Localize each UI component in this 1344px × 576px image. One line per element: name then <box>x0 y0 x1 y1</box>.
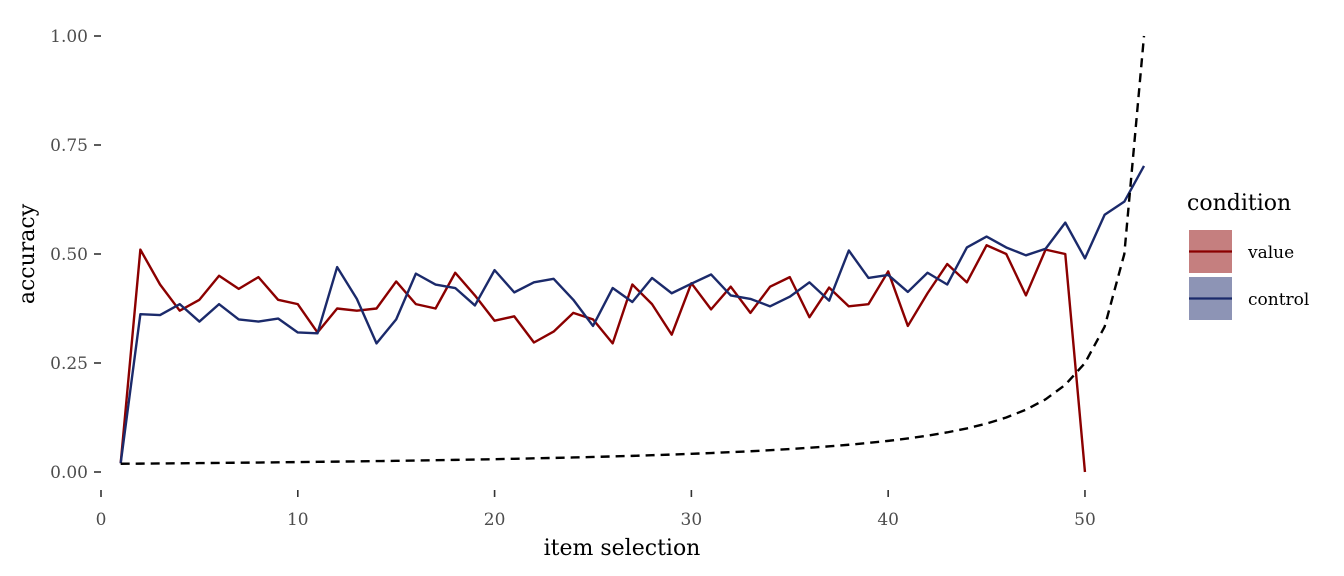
y-axis: 0.00 0.25 0.50 0.75 1.00 <box>50 27 101 483</box>
legend-label-control: control <box>1248 290 1309 310</box>
legend-entry-value: value <box>1189 230 1294 273</box>
reference-dashed-line <box>120 35 1146 465</box>
y-tick-label: 0.00 <box>50 463 88 483</box>
series-line-control <box>119 165 1146 464</box>
legend-entry-control: control <box>1189 277 1309 320</box>
x-tick-label: 10 <box>287 510 309 530</box>
x-tick-label: 50 <box>1074 510 1096 530</box>
series-line-value <box>119 244 1087 473</box>
x-tick-label: 20 <box>484 510 506 530</box>
y-axis-title: accuracy <box>15 203 40 304</box>
y-tick-label: 0.25 <box>50 354 88 374</box>
y-tick-label: 1.00 <box>50 27 88 47</box>
x-axis-title: item selection <box>544 536 701 561</box>
legend-title: condition <box>1187 191 1291 216</box>
plot-lines <box>119 35 1146 473</box>
x-axis: 0 10 20 30 40 50 <box>96 490 1096 530</box>
x-tick-label: 40 <box>877 510 899 530</box>
legend-label-value: value <box>1247 243 1294 263</box>
y-tick-label: 0.50 <box>50 245 88 265</box>
x-tick-label: 0 <box>96 510 107 530</box>
x-tick-label: 30 <box>681 510 703 530</box>
legend: condition value control <box>1187 191 1309 320</box>
y-tick-label: 0.75 <box>50 136 88 156</box>
